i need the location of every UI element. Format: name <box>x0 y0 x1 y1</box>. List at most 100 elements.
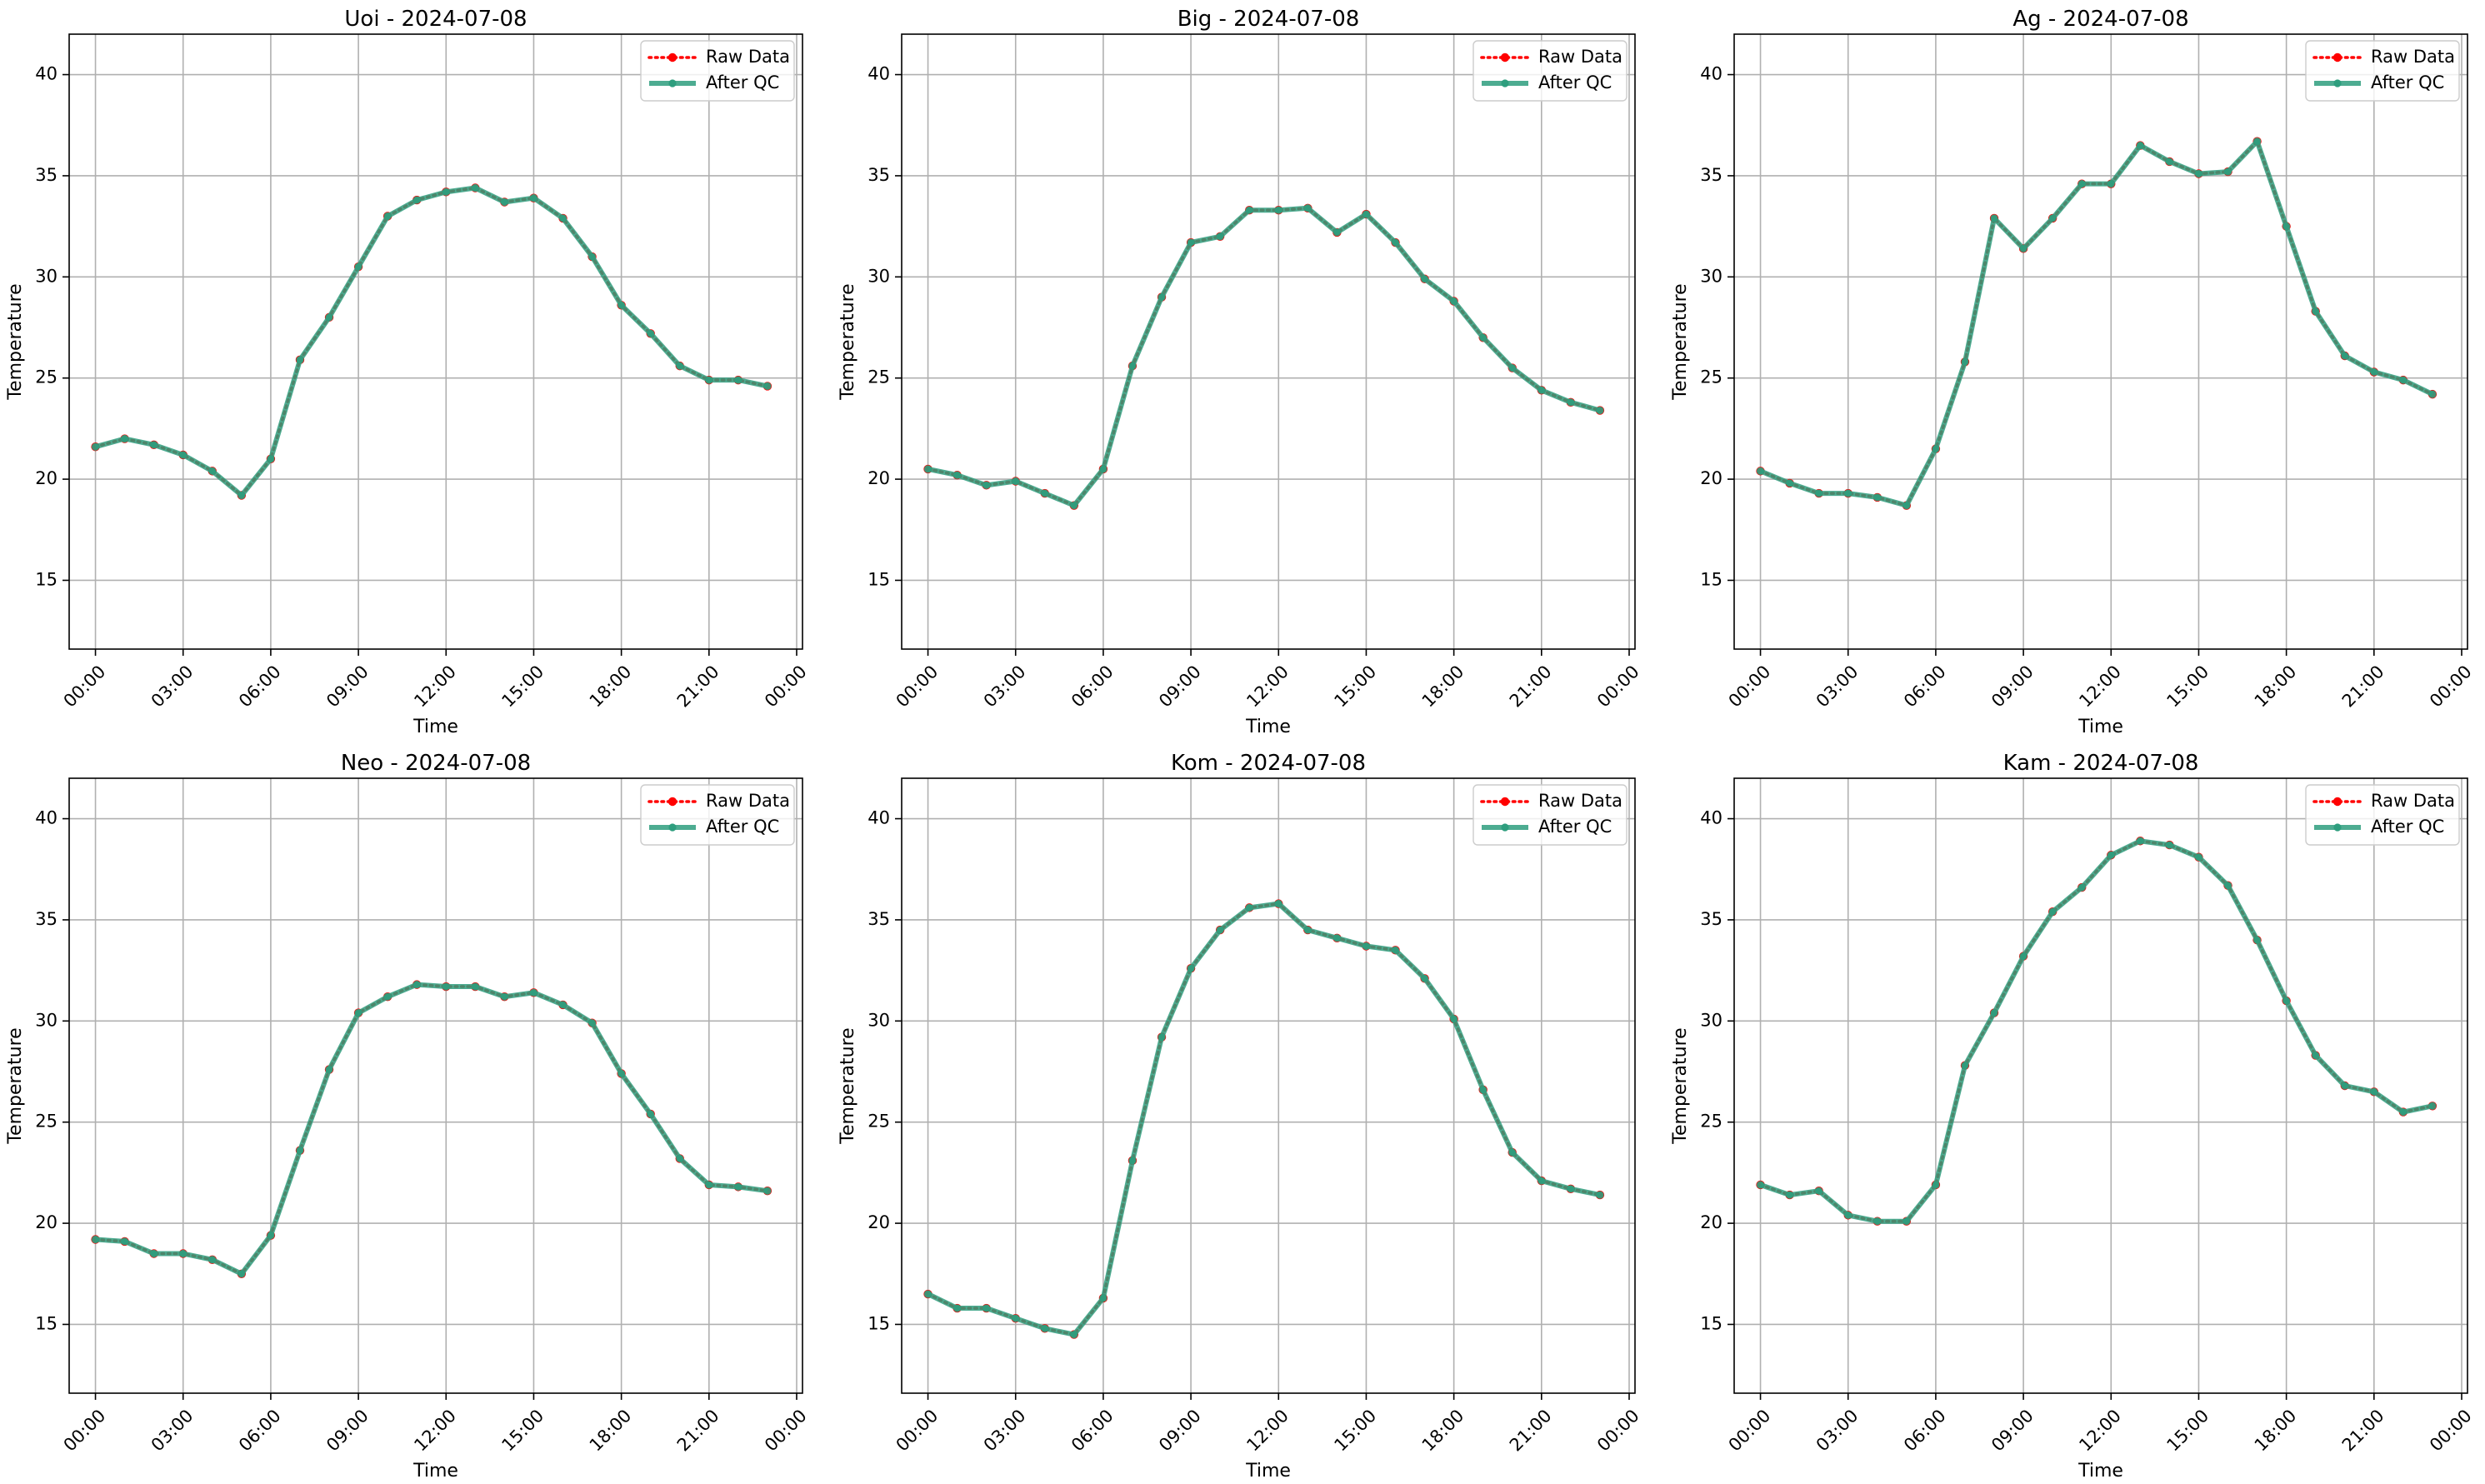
panel-title: Kam - 2024-07-08 <box>2003 751 2199 776</box>
y-tick-label: 15 <box>868 569 890 589</box>
y-tick-label: 30 <box>868 266 890 286</box>
x-tick-label: 18:00 <box>586 1406 636 1456</box>
panel-title: Ag - 2024-07-08 <box>2012 7 2188 32</box>
after-qc-point <box>2194 853 2203 862</box>
after-qc-point <box>1450 1015 1458 1023</box>
x-tick-label: 06:00 <box>235 1406 285 1456</box>
x-tick-label: 03:00 <box>148 662 198 712</box>
legend-raw-marker <box>2332 52 2342 62</box>
after-qc-point <box>1070 502 1078 510</box>
after-qc-point <box>705 376 713 384</box>
after-qc-point <box>1041 1324 1049 1332</box>
legend-raw-label: Raw Data <box>706 791 790 811</box>
y-tick-label: 25 <box>1700 1112 1722 1132</box>
chart-panel-5: 00:00 03:00 06:00 09:00 12:00 15:00 18:00 21:00… <box>838 751 1643 1482</box>
after-qc-point <box>91 442 100 451</box>
after-qc-point <box>383 992 392 1001</box>
after-qc-point <box>208 467 217 475</box>
x-tick-label: 15:00 <box>498 1406 548 1456</box>
after-qc-point <box>150 1249 158 1258</box>
chart-panel-6: 00:00 03:00 06:00 09:00 12:00 15:00 18:00 21:00… <box>1670 751 2476 1482</box>
after-qc-point <box>442 187 450 196</box>
after-qc-line <box>95 982 768 1277</box>
after-qc-point <box>1362 942 1371 951</box>
y-tick-label: 15 <box>35 1313 58 1333</box>
x-tick-label: 18:00 <box>1418 1406 1468 1456</box>
chart-panel-4: 00:00 03:00 06:00 09:00 12:00 15:00 18:00 21:00… <box>5 751 811 1482</box>
after-qc-point <box>1786 1191 1794 1199</box>
raw-data-line <box>93 186 769 498</box>
after-qc-point <box>296 1147 304 1155</box>
after-qc-point <box>1508 1148 1517 1157</box>
x-tick-label: 21:00 <box>2338 662 2388 712</box>
after-qc-point <box>267 1232 275 1240</box>
after-qc-point <box>2282 222 2291 231</box>
y-tick-label: 15 <box>35 569 58 589</box>
x-tick-label: 00:00 <box>2426 662 2476 712</box>
after-qc-point <box>1158 292 1166 302</box>
after-qc-point <box>2136 837 2144 845</box>
x-tick-label: 09:00 <box>1988 1406 2038 1456</box>
legend: Raw Data After QC <box>1472 784 1628 846</box>
legend-qc-label: After QC <box>706 72 779 92</box>
after-qc-point <box>1815 489 1823 497</box>
after-qc-point <box>2048 907 2057 916</box>
after-qc-point <box>471 982 479 991</box>
after-qc-point <box>588 252 597 261</box>
after-qc-point <box>1902 1217 1911 1226</box>
after-qc-point <box>1567 398 1575 407</box>
y-tick-label: 25 <box>868 1112 890 1132</box>
legend-raw-label: Raw Data <box>1538 47 1622 67</box>
after-qc-point <box>2136 141 2144 150</box>
x-tick-label: 00:00 <box>1593 1406 1643 1456</box>
after-qc-point <box>618 301 626 309</box>
after-qc-point <box>1596 1191 1604 1199</box>
after-qc-point <box>1362 210 1371 218</box>
x-tick-label: 12:00 <box>2075 1406 2125 1456</box>
after-qc-point <box>296 356 304 364</box>
y-tick-label: 30 <box>1700 1010 1722 1030</box>
after-qc-point <box>1961 1062 1969 1070</box>
x-tick-label: 09:00 <box>322 662 372 712</box>
after-qc-point <box>208 1256 217 1264</box>
legend: Raw Data After QC <box>640 40 795 102</box>
x-tick-label: 12:00 <box>1242 1406 1292 1456</box>
after-qc-point <box>2165 841 2173 849</box>
after-qc-point <box>1420 275 1429 283</box>
y-tick-label: 40 <box>1700 808 1722 828</box>
legend-raw-marker <box>668 52 678 62</box>
y-tick-label: 35 <box>1700 165 1722 185</box>
y-tick-label: 15 <box>1700 569 1722 589</box>
x-tick-label: 15:00 <box>1330 662 1380 712</box>
after-qc-point <box>412 981 421 989</box>
after-qc-point <box>500 992 508 1001</box>
after-qc-point <box>2312 307 2320 316</box>
after-qc-point <box>1932 445 1940 453</box>
x-tick-label: 21:00 <box>1506 662 1556 712</box>
after-qc-point <box>558 1001 568 1009</box>
x-tick-label: 00:00 <box>2426 1406 2476 1456</box>
after-qc-point <box>1187 238 1195 247</box>
x-tick-label: 06:00 <box>1068 1406 1118 1456</box>
y-axis-label: Temperature <box>838 283 858 400</box>
x-tick-label: 06:00 <box>1900 1406 1950 1456</box>
panel-title: Kom - 2024-07-08 <box>1171 751 1366 776</box>
y-tick-label: 30 <box>35 1010 58 1030</box>
x-tick-label: 21:00 <box>1506 1406 1556 1456</box>
after-qc-point <box>500 197 508 207</box>
after-qc-point <box>1303 204 1312 212</box>
after-qc-point <box>2282 997 2291 1005</box>
y-axis-label: Temperature <box>1670 283 1691 400</box>
after-qc-point <box>1786 479 1794 487</box>
plot-frame <box>1733 33 2468 650</box>
y-axis-label: Temperature <box>838 1027 858 1144</box>
after-qc-point <box>1216 926 1224 934</box>
after-qc-point <box>1158 1033 1166 1042</box>
after-qc-point <box>2428 390 2437 398</box>
after-qc-point <box>1420 974 1429 982</box>
x-tick-label: 00:00 <box>892 1406 942 1456</box>
after-qc-point <box>953 471 962 479</box>
legend: Raw Data After QC <box>2305 40 2460 102</box>
after-qc-point <box>2019 244 2028 252</box>
